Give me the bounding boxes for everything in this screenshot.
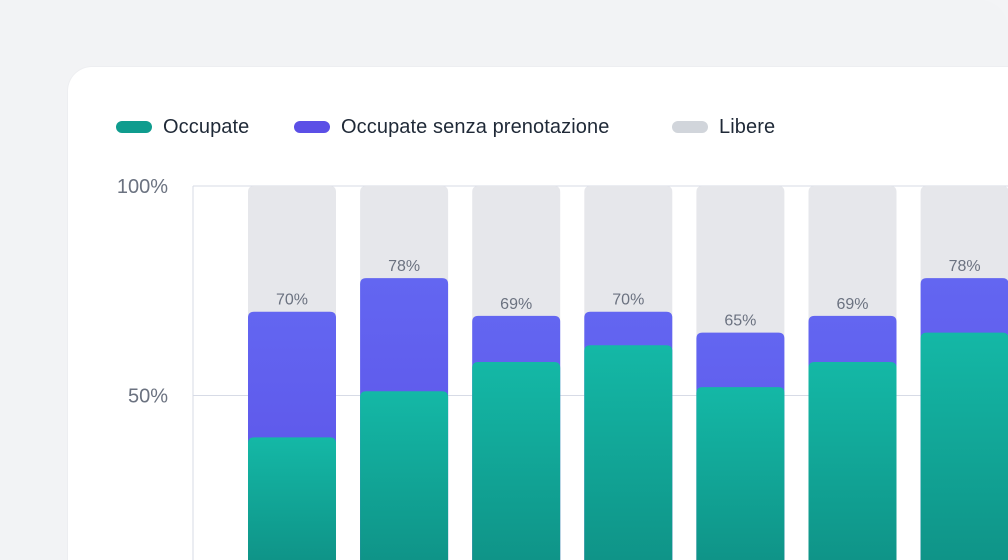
legend-label-occupate-senza-prenotazione: Occupate senza prenotazione [341,115,610,138]
bar-segment-occupate [360,391,449,560]
bar-segment-occupate [696,387,785,560]
legend-swatch-libere [672,121,708,133]
legend-item-occupate[interactable]: Occupate [116,114,249,140]
bar-total-label: 70% [612,292,644,309]
labels-layer: 100% 50% 70% 78% 69% 70% 65% 69% 78% [117,176,981,408]
bar-total-label: 69% [500,296,532,313]
legend-label-occupate: Occupate [163,115,250,138]
bar-segment-occupate [248,437,336,560]
y-tick-label: 100% [117,176,168,198]
bar-total-label: 65% [724,313,756,330]
bar-total-label: 69% [836,296,868,313]
legend-swatch-occupate [116,121,152,133]
legend-item-libere[interactable]: Libere [672,114,775,140]
bar-total-label: 78% [388,258,420,275]
bar-segment-occupate [472,361,561,560]
legend-item-occupate-senza-prenotazione[interactable]: Occupate senza prenotazione [294,114,609,140]
y-tick-label: 50% [128,386,168,408]
bar-segment-occupate [808,361,897,560]
legend-swatch-occupate-senza-prenotazione [294,121,330,133]
bar-total-label: 70% [276,292,308,309]
bar-total-label: 78% [949,258,981,275]
legend-label-libere: Libere [719,115,776,138]
bar-segment-occupate [920,332,1008,560]
bars-layer [248,186,1008,560]
bar-segment-occupate [584,345,673,560]
